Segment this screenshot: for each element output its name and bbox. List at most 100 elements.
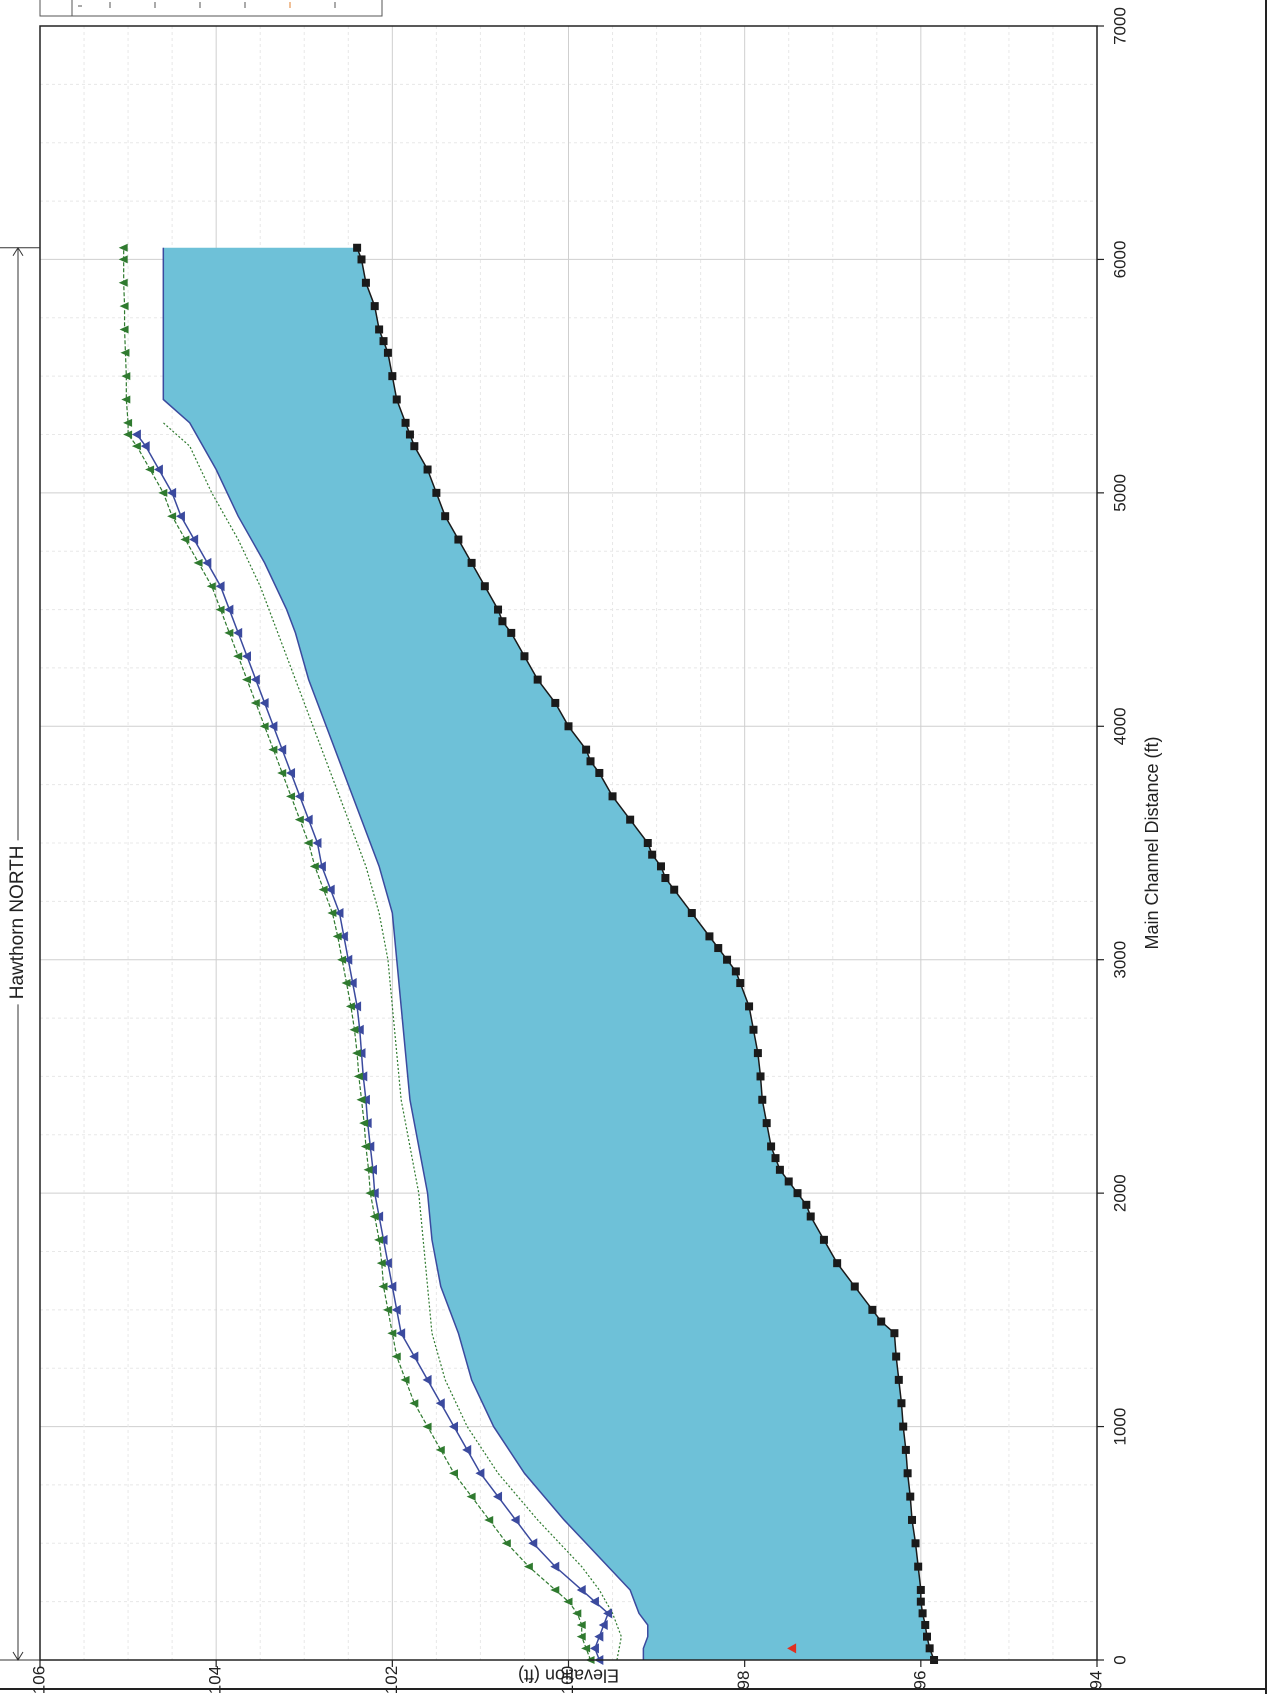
blue-series-point xyxy=(589,1643,599,1654)
ground-point xyxy=(901,1445,910,1454)
green-series-point xyxy=(572,1609,582,1618)
ground-point xyxy=(758,1095,767,1104)
ground-point xyxy=(833,1259,842,1268)
ground-point xyxy=(626,815,635,824)
green-series-point xyxy=(277,768,287,777)
ground-point xyxy=(586,757,595,766)
blue-series-point xyxy=(493,1491,503,1502)
ground-point xyxy=(877,1317,886,1326)
blue-series-point xyxy=(382,1258,392,1269)
blue-series-point xyxy=(233,627,243,638)
reach-arrow-top xyxy=(12,246,24,257)
blue-series-point xyxy=(286,767,296,778)
green-series-point xyxy=(250,698,260,707)
reach-label-bg xyxy=(6,840,30,1005)
ground-point xyxy=(353,243,362,252)
x-tick-label: 2000 xyxy=(1110,1174,1129,1212)
ground-point xyxy=(753,1049,762,1058)
green-series-point xyxy=(294,815,304,824)
ground-point xyxy=(379,337,388,346)
ground-point xyxy=(918,1609,927,1618)
green-series-point xyxy=(387,1329,397,1338)
blue-series-point xyxy=(347,978,357,989)
green-series-point xyxy=(215,605,225,614)
ground-point xyxy=(802,1200,811,1209)
distance-axis: 0 1000 2000 3000 4000 5000 6000 7000 xyxy=(1097,7,1129,1665)
green-series-line xyxy=(123,247,592,1661)
water-surface-line xyxy=(162,247,649,1660)
green-series-point xyxy=(400,1375,410,1384)
y-tick-label: 102 xyxy=(382,1666,401,1694)
blue-series-point xyxy=(189,534,199,545)
ground-point xyxy=(908,1515,917,1524)
ground-point xyxy=(784,1177,793,1186)
ground-point xyxy=(551,698,560,707)
blue-series-point xyxy=(343,954,353,965)
green-series-point xyxy=(145,465,155,474)
blue-series-point xyxy=(131,429,141,440)
ground-point xyxy=(899,1422,908,1431)
green-series-point xyxy=(123,430,133,439)
blue-series-point xyxy=(435,1398,445,1409)
y-axis-title: Elevation (ft) xyxy=(518,1665,619,1685)
ground-point xyxy=(357,255,366,264)
blue-series-point xyxy=(594,1631,604,1642)
x-tick-label: 7000 xyxy=(1110,7,1129,45)
blue-series-point xyxy=(224,604,234,615)
blue-series-point xyxy=(316,861,326,872)
green-series-point xyxy=(241,675,251,684)
ground-point xyxy=(723,955,732,964)
ground-point xyxy=(731,967,740,976)
ground-point xyxy=(793,1189,802,1198)
blue-series-point xyxy=(528,1538,538,1549)
blue-series-point xyxy=(312,838,322,848)
y-tick-label: 96 xyxy=(910,1671,929,1690)
ground-point xyxy=(687,909,696,918)
ground-point xyxy=(850,1282,859,1291)
ground-point xyxy=(736,979,745,988)
green-series-point xyxy=(378,1282,388,1291)
green-series-point xyxy=(359,1119,369,1128)
green-series-point xyxy=(118,243,128,252)
green-series-point xyxy=(123,418,133,427)
green-series-point xyxy=(369,1212,379,1221)
ground-point xyxy=(925,1644,934,1653)
ground-point xyxy=(756,1072,765,1081)
green-series-point xyxy=(121,395,131,404)
ground-point xyxy=(868,1305,877,1314)
blue-series-point xyxy=(603,1608,613,1619)
x-tick-label: 0 xyxy=(1110,1655,1129,1664)
green-series-point xyxy=(233,652,243,661)
blue-series-point xyxy=(510,1514,520,1525)
reach-annotation: Hawthorn NORTH xyxy=(0,246,40,1661)
ground-point xyxy=(361,278,370,287)
water-fill-area xyxy=(163,247,935,1661)
ground-point xyxy=(894,1375,903,1384)
ground-point xyxy=(467,558,476,567)
ground-point xyxy=(890,1329,899,1338)
green-series-point xyxy=(224,628,234,637)
green-series-point xyxy=(523,1562,533,1571)
green-series-point xyxy=(349,1025,359,1034)
ground-point xyxy=(533,675,542,684)
blue-series-point xyxy=(589,1596,599,1607)
green-series-point xyxy=(327,909,337,918)
ground-point xyxy=(595,768,604,777)
ground-point xyxy=(705,932,714,941)
ground-point xyxy=(410,442,419,451)
ground-point xyxy=(375,325,384,334)
ground-point xyxy=(423,465,432,474)
green-series-point xyxy=(563,1597,573,1606)
blue-series-point xyxy=(422,1374,432,1385)
green-series-point xyxy=(268,745,278,754)
green-series-point xyxy=(550,1585,560,1594)
blue-series-point xyxy=(325,884,335,895)
blue-series-point xyxy=(462,1444,472,1455)
green-series-point xyxy=(376,1259,386,1268)
ground-point xyxy=(922,1632,931,1641)
blue-series-point xyxy=(448,1421,458,1432)
ground-point xyxy=(388,372,397,381)
blue-series-point xyxy=(598,1619,608,1630)
ground-point xyxy=(771,1154,780,1163)
